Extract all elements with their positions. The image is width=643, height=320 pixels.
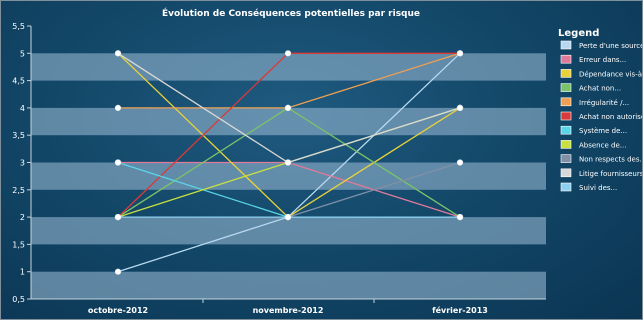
y-tick-label: 5,5 — [12, 22, 25, 31]
data-point — [284, 104, 292, 111]
plot-band-4 — [31, 107, 546, 136]
y-tick-label: 1,5 — [12, 240, 25, 249]
legend-label: Non respects des... — [579, 156, 642, 164]
legend-title: Legend — [558, 28, 599, 39]
y-tick-label: 5 — [20, 49, 25, 58]
y-tick-label: 2,5 — [12, 186, 25, 195]
data-point — [114, 159, 122, 166]
legend-label: Irrégularité /... — [579, 99, 629, 107]
data-point — [284, 214, 292, 221]
legend-swatch — [560, 111, 572, 121]
data-point — [114, 50, 122, 57]
plot-band-5 — [31, 53, 546, 81]
data-point — [114, 104, 122, 111]
legend-swatch — [560, 168, 572, 178]
plot-bands — [31, 53, 546, 299]
x-tick-label: février-2013 — [432, 305, 488, 315]
y-tick-label: 3 — [20, 159, 25, 168]
data-point — [114, 214, 122, 221]
y-tick-label: 4,5 — [12, 77, 25, 86]
legend-label: Litige fournisseurs — [579, 170, 642, 178]
legend-swatch — [560, 40, 572, 50]
legend-label: Achat non autorisé... — [579, 113, 642, 121]
legend-swatch — [560, 182, 572, 192]
data-point — [114, 268, 122, 275]
x-tick-label: novembre-2012 — [253, 306, 324, 315]
data-point — [284, 50, 292, 57]
legend-label: Perte d'une source... — [579, 42, 642, 50]
chart-title: Évolution de Conséquences potentielles p… — [162, 7, 420, 19]
x-tick-label: octobre-2012 — [88, 306, 148, 315]
data-point — [456, 214, 464, 221]
data-point — [456, 50, 464, 57]
axes: 0,5 1 1,5 2 2,5 3 3,5 4 4,5 5 5,5 octobre-2012 novem… — [12, 22, 546, 315]
data-point — [284, 159, 292, 166]
legend-swatch — [560, 154, 572, 163]
legend-swatch — [560, 54, 572, 64]
legend-swatch — [560, 97, 572, 107]
legend-label: Système de... — [579, 127, 627, 135]
legend: Legend Perte d'une source... Erreur dans.… — [558, 28, 642, 192]
data-point — [456, 159, 464, 166]
data-point — [456, 104, 464, 111]
series-points — [114, 50, 464, 275]
legend-label: Suivi des... — [579, 184, 617, 192]
legend-label: Dépendance vis-à-... — [579, 70, 642, 78]
y-tick-label: 1 — [20, 268, 25, 277]
legend-swatch — [560, 69, 572, 78]
y-tick-label: 2 — [20, 213, 25, 222]
plot-band-3 — [31, 162, 546, 190]
y-tick-label: 0,5 — [12, 295, 25, 304]
legend-swatch — [560, 83, 572, 92]
legend-label: Erreur dans... — [579, 56, 626, 64]
legend-swatch — [560, 125, 572, 135]
legend-swatch — [560, 140, 572, 149]
legend-label: Achat non... — [579, 85, 621, 93]
plot-band-1 — [31, 271, 546, 299]
y-tick-label: 4 — [20, 104, 25, 113]
plot-band-2 — [31, 217, 546, 245]
legend-label: Absence de... — [579, 141, 626, 149]
y-tick-label: 3,5 — [12, 131, 25, 140]
